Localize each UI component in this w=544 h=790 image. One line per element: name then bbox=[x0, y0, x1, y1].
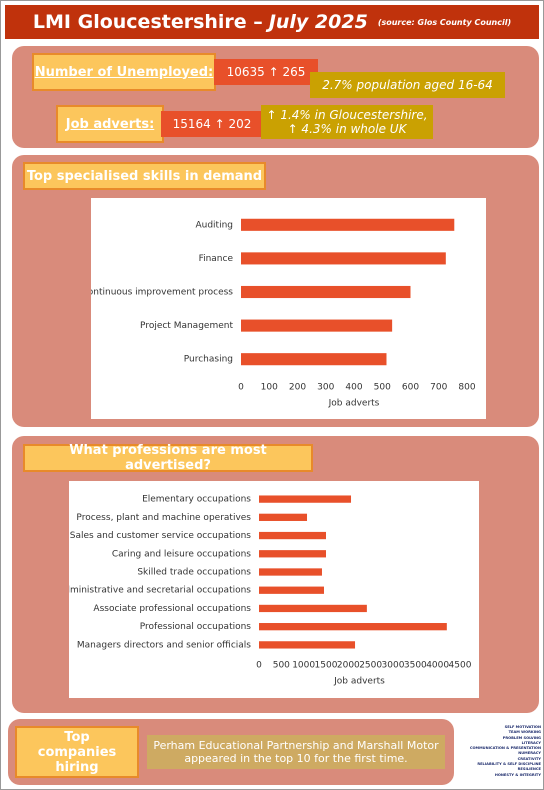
bar bbox=[259, 641, 356, 649]
bar bbox=[259, 495, 352, 503]
x-tick-label: 200 bbox=[289, 383, 306, 393]
y-tick-label: Administrative and secretarial occupatio… bbox=[69, 586, 251, 596]
y-tick-label: Purchasing bbox=[184, 355, 233, 365]
x-tick-label: 3000 bbox=[382, 661, 405, 671]
x-tick-label: 1000 bbox=[292, 661, 315, 671]
companies-text: Perham Educational Partnership and Marsh… bbox=[147, 735, 445, 769]
logo-word: RESILIENCE bbox=[517, 767, 541, 772]
chart-title: What professions are most advertised? bbox=[23, 443, 313, 473]
x-tick-label: 2000 bbox=[337, 661, 360, 671]
companies-label: Top companies hiring bbox=[15, 726, 139, 778]
x-tick-label: 4000 bbox=[426, 661, 449, 671]
logo-word: TEAM WORKING bbox=[508, 730, 541, 735]
bar bbox=[241, 353, 387, 366]
x-tick-label: 2500 bbox=[359, 661, 382, 671]
x-tick-label: 0 bbox=[238, 383, 244, 393]
y-tick-label: Sales and customer service occupations bbox=[70, 531, 252, 541]
bar bbox=[259, 531, 326, 540]
bar bbox=[259, 586, 324, 594]
bar bbox=[259, 623, 447, 631]
y-tick-label: Professional occupations bbox=[140, 622, 252, 632]
y-tick-label: Auditing bbox=[195, 220, 233, 230]
y-tick-label: Managers directors and senior officials bbox=[77, 640, 251, 650]
x-tick-label: 500 bbox=[273, 661, 290, 671]
y-tick-label: Skilled trade occupations bbox=[137, 568, 251, 578]
chart: 0 100 200 300 400 500 600 700 800 Job adverts Audi… bbox=[91, 198, 486, 419]
bar bbox=[259, 550, 326, 558]
x-tick-label: 100 bbox=[261, 383, 278, 393]
logo-word: CREATIVITY bbox=[517, 756, 541, 761]
bar bbox=[241, 319, 393, 332]
chart: 0 500 1000 1500 2000 2500 3000 3500 4000 4500 Job … bbox=[69, 481, 479, 698]
logo-word: HONESTY & INTEGRITY bbox=[494, 772, 541, 777]
x-tick-label: 600 bbox=[402, 383, 419, 393]
x-axis-title: Job adverts bbox=[328, 399, 380, 409]
y-tick-label: Finance bbox=[199, 254, 234, 264]
adverts-note: ↑ 1.4% in Gloucestershire, bbox=[266, 108, 428, 122]
bar bbox=[241, 218, 455, 231]
bar bbox=[259, 513, 308, 521]
logo-word: PROBLEM SOLVING bbox=[502, 735, 541, 740]
header: LMI Gloucestershire – July 2025 (source:… bbox=[5, 5, 539, 39]
x-tick-label: 1500 bbox=[315, 661, 338, 671]
y-tick-label: Continuous improvement process bbox=[91, 288, 233, 298]
x-tick-label: 700 bbox=[430, 383, 447, 393]
y-tick-label: Associate professional occupations bbox=[93, 604, 251, 614]
x-tick-label: 400 bbox=[345, 383, 362, 393]
y-tick-label: Elementary occupations bbox=[142, 495, 251, 505]
x-tick-label: 300 bbox=[317, 383, 334, 393]
logo-word: SELF MOTIVATION bbox=[504, 725, 541, 729]
y-tick-label: Caring and leisure occupations bbox=[112, 549, 251, 559]
x-tick-label: 800 bbox=[458, 383, 475, 393]
unemployed-note: 2.7% population aged 16-64 bbox=[310, 72, 505, 98]
x-axis-title: Job adverts bbox=[333, 677, 385, 687]
adverts-value: 15164 ↑ 202 bbox=[161, 111, 263, 137]
adverts-label: Job adverts: bbox=[56, 105, 164, 143]
x-tick-label: 4500 bbox=[449, 661, 472, 671]
x-tick-label: 3500 bbox=[404, 661, 427, 671]
bar bbox=[259, 568, 322, 576]
chart-title: Top specialised skills in demand bbox=[23, 162, 266, 190]
source: (source: Glos County Council) bbox=[377, 17, 512, 27]
adverts-note: ↑ 4.3% in whole UK bbox=[287, 122, 407, 136]
logo-word: LITERACY bbox=[521, 740, 541, 745]
bar bbox=[241, 285, 411, 299]
logo: SELF MOTIVATION TEAM WORKING PROBLEM SOLVI… bbox=[459, 725, 541, 785]
bar bbox=[259, 604, 367, 613]
unemployed-value: 10635 ↑ 265 bbox=[214, 59, 318, 85]
title: LMI Gloucestershire – bbox=[32, 11, 263, 33]
x-tick-label: 0 bbox=[256, 661, 262, 671]
adverts-notes: ↑ 1.4% in Gloucestershire, ↑ 4.3% in who… bbox=[261, 105, 433, 139]
unemployed-label: Number of Unemployed: bbox=[32, 53, 216, 91]
y-tick-label: Project Management bbox=[140, 321, 233, 331]
logo-word: COMMUNICATION & PRESENTATION bbox=[469, 746, 541, 751]
x-tick-label: 500 bbox=[374, 383, 391, 393]
logo-word: RELIABILITY & SELF DISCIPLINE bbox=[477, 762, 541, 767]
bar bbox=[241, 252, 446, 265]
logo-word: NUMERACY bbox=[518, 751, 541, 756]
y-tick-label: Process, plant and machine operatives bbox=[76, 513, 251, 523]
date: July 2025 bbox=[268, 11, 368, 33]
